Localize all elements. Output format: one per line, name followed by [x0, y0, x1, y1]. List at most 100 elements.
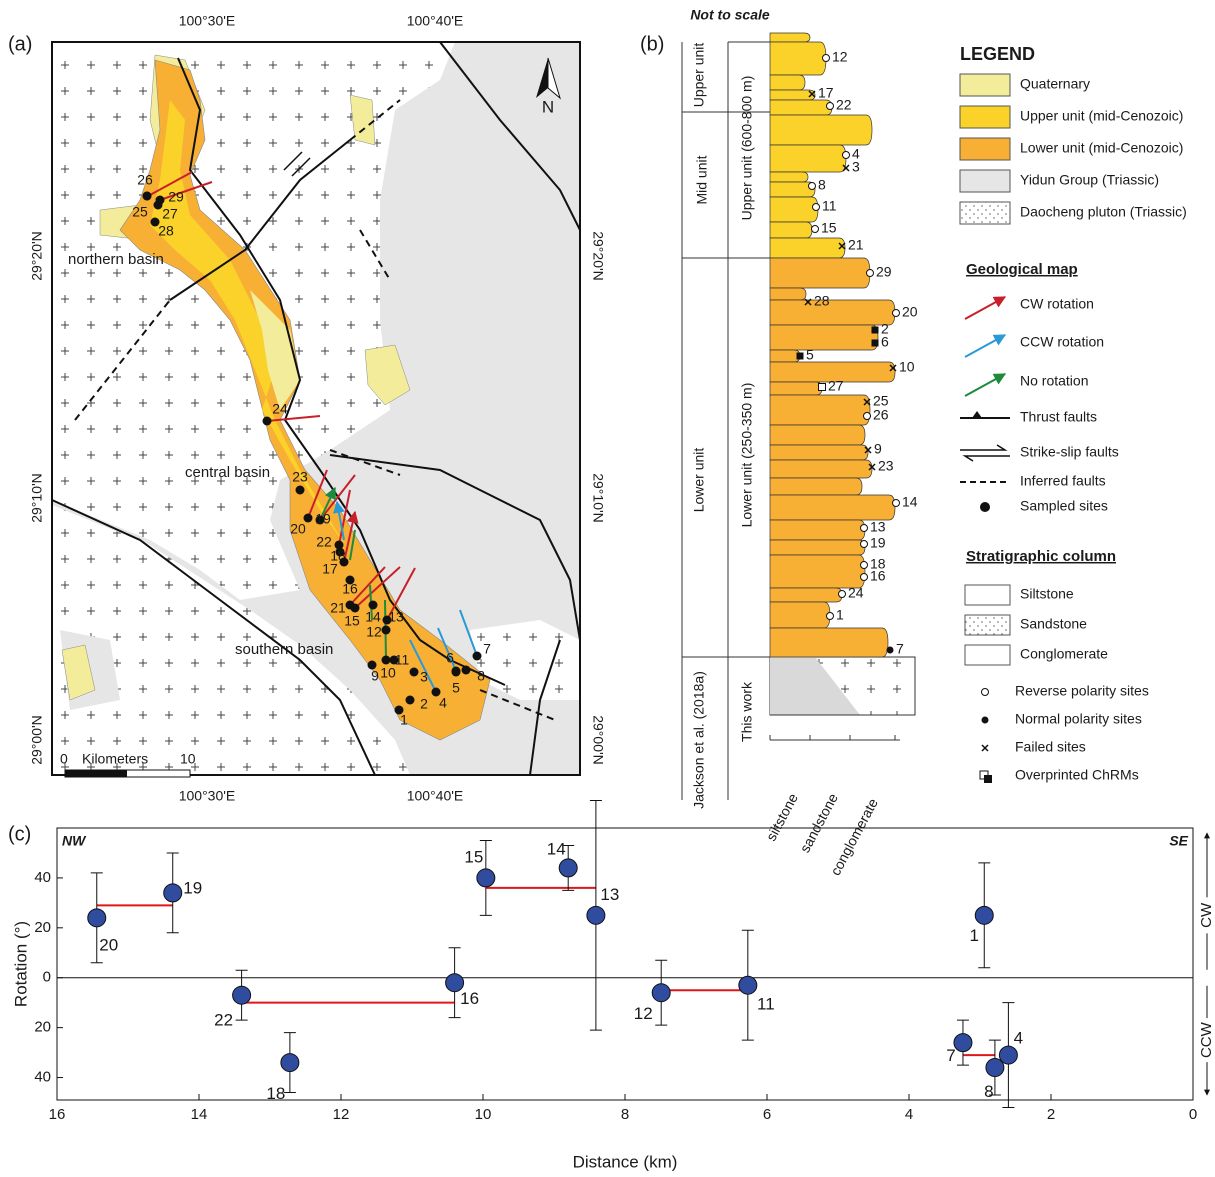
site-label: 26: [873, 407, 889, 423]
legend-swatch: [960, 170, 1010, 192]
site-dot: [154, 201, 163, 210]
x-tick-label: 6: [763, 1106, 771, 1123]
legend-label: CCW rotation: [1020, 334, 1104, 350]
bed: [770, 115, 872, 145]
basin-label: southern basin: [235, 641, 333, 658]
legend-label: No rotation: [1020, 373, 1088, 389]
legend-label: Lower unit (mid-Cenozoic): [1020, 140, 1183, 156]
site-label: 15: [344, 613, 360, 629]
bed: [770, 628, 888, 657]
site-label: 10: [899, 359, 915, 375]
panel-label: (b): [640, 33, 664, 55]
site-label: 6: [881, 334, 889, 350]
bed: [770, 540, 865, 555]
point-label: 18: [266, 1084, 285, 1103]
lon-label: 100°30'E: [179, 788, 236, 804]
grain-label: siltstone: [763, 790, 801, 843]
unit-label: Lower unit: [691, 448, 707, 513]
bed: [770, 90, 815, 100]
legend-swatch: [965, 585, 1010, 605]
site-label: 20: [902, 304, 918, 320]
bed: [770, 238, 845, 258]
legend-label: Failed sites: [1015, 739, 1086, 755]
basin-label: central basin: [185, 464, 270, 481]
legend-label: Yidun Group (Triassic): [1020, 172, 1159, 188]
site-label: 26: [137, 172, 153, 188]
x-tick-label: 14: [191, 1106, 208, 1123]
site-dot: [452, 668, 461, 677]
site-label: 12: [366, 624, 382, 640]
bed: [770, 588, 842, 602]
legend-line: [960, 445, 1010, 461]
bed: [770, 100, 832, 115]
north-label: N: [542, 97, 554, 116]
lat-label: 29°00'N: [590, 715, 606, 765]
site-label: 1: [836, 607, 844, 623]
site-symbol: [867, 270, 874, 277]
site-label: 10: [380, 665, 396, 681]
legend-symbol: [982, 745, 988, 751]
site-label: 11: [395, 652, 410, 668]
point-label: 4: [1014, 1029, 1023, 1048]
site-label: 24: [848, 585, 864, 601]
legend-swatch: [965, 645, 1010, 665]
site-label: 14: [902, 494, 918, 510]
site-symbol: [893, 310, 900, 317]
site-dot: [351, 604, 360, 613]
legend-swatch: [960, 106, 1010, 128]
site-label: 9: [371, 668, 379, 684]
legend-label: Sampled sites: [1020, 498, 1108, 514]
site-label: 5: [452, 680, 460, 696]
site-label: 13: [388, 609, 404, 625]
legend-swatch: [960, 74, 1010, 96]
scale-label: Kilometers: [82, 751, 148, 767]
grain-label: sandstone: [796, 790, 841, 855]
scale-label: 10: [180, 751, 196, 767]
lat-label: 29°20'N: [29, 231, 45, 281]
bed: [770, 382, 822, 395]
unit-label: Jackson et al. (2018a): [691, 671, 707, 809]
legend-label: Sandstone: [1020, 616, 1087, 632]
bed: [770, 222, 812, 238]
point-label: 19: [183, 878, 202, 897]
site-symbol: [864, 413, 871, 420]
bed: [770, 395, 870, 425]
site-symbol: [823, 55, 830, 62]
lat-label: 29°10'N: [29, 473, 45, 523]
site-dot: [473, 652, 482, 661]
figure: 4020020401614121086420Distance (km)Rotat…: [0, 0, 1215, 1177]
site-label: 8: [818, 177, 826, 193]
y-axis-label: Rotation (°): [11, 921, 30, 1007]
site-symbol: [827, 103, 834, 110]
point-label: 11: [757, 995, 775, 1014]
legend-label: Conglomerate: [1020, 646, 1108, 662]
bed: [770, 325, 878, 350]
bed: [770, 288, 806, 300]
site-label: 24: [272, 401, 288, 417]
bed: [770, 75, 805, 90]
site-label: 11: [822, 198, 837, 214]
legend-symbol: [982, 717, 989, 724]
x-axis-label: Distance (km): [573, 1152, 678, 1171]
site-label: 23: [878, 458, 894, 474]
legend-label: Daocheng pluton (Triassic): [1020, 204, 1187, 220]
point-label: 20: [99, 935, 118, 954]
bed: [770, 300, 895, 325]
site-dot: [263, 417, 272, 426]
site-symbol: [861, 574, 868, 581]
note: Not to scale: [690, 7, 770, 23]
legend-arrow: [965, 335, 1005, 357]
bed: [770, 555, 865, 588]
plot-frame: [57, 828, 1193, 1100]
data-point: [652, 984, 670, 1002]
site-label: 8: [477, 668, 485, 684]
site-label: 3: [852, 159, 860, 175]
corner-label: NW: [62, 833, 87, 849]
legend-symbol: [982, 689, 989, 696]
bed: [770, 520, 865, 540]
legend-label: Strike-slip faults: [1020, 444, 1119, 460]
site-symbol: [872, 340, 879, 347]
lon-label: 100°40'E: [407, 13, 464, 29]
y-tick-label: 20: [34, 1019, 51, 1036]
site-symbol: [861, 525, 868, 532]
